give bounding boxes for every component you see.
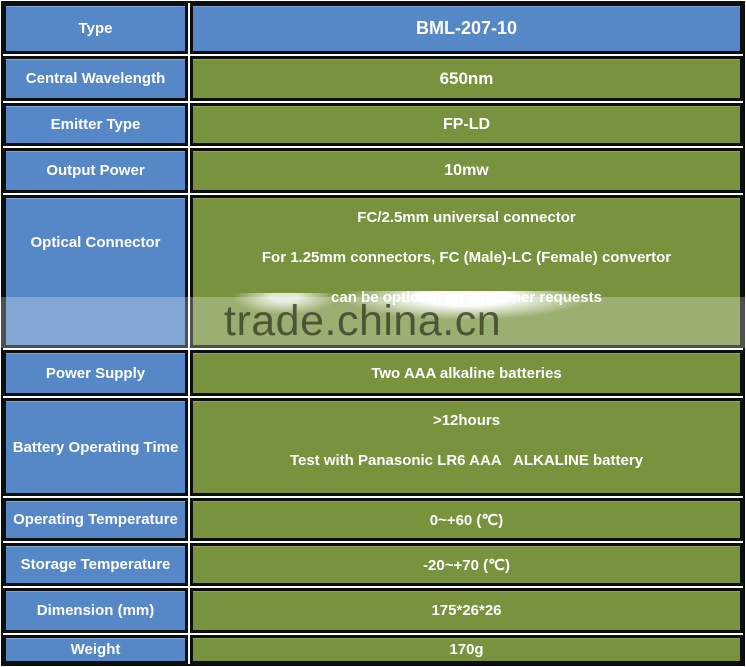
spec-label: Storage Temperature [3,543,188,586]
spec-value-line: For 1.25mm connectors, FC (Male)-LC (Fem… [261,249,672,266]
spec-value-line: >12hours [432,412,501,429]
spec-label: Optical Connector [3,195,188,348]
spec-label: Emitter Type [3,103,188,146]
spec-label: Power Supply [3,350,188,396]
spec-label: Weight [3,635,188,664]
spec-row-operating-temperature: Operating Temperature 0~+60 (℃) [3,498,743,541]
spec-label: Central Wavelength [3,56,188,101]
spec-value: Two AAA alkaline batteries [190,350,743,396]
spec-row-output-power: Output Power 10mw [3,148,743,193]
spec-label: Output Power [3,148,188,193]
spec-value: -20~+70 (℃) [190,543,743,586]
spec-value: FP-LD [190,103,743,146]
spec-value: 650nm [190,56,743,101]
spec-value: 10mw [190,148,743,193]
spec-value-line: 170g [449,641,484,658]
spec-value-line: 10mw [444,161,489,179]
spec-value-line: Test with Panasonic LR6 AAA ALKALINE bat… [289,452,644,469]
spec-value-line: can be optional on customer requests [331,289,602,306]
spec-row-power-supply: Power Supply Two AAA alkaline batteries [3,350,743,396]
spec-row-storage-temperature: Storage Temperature -20~+70 (℃) [3,543,743,586]
spec-value: 0~+60 (℃) [190,498,743,541]
spec-row-emitter-type: Emitter Type FP-LD [3,103,743,146]
spec-value: >12hours Test with Panasonic LR6 AAA ALK… [190,398,743,496]
spec-label: Battery Operating Time [3,398,188,496]
spec-row-central-wavelength: Central Wavelength 650nm [3,56,743,101]
spec-value-line: BML-207-10 [415,18,518,38]
spec-value-line: -20~+70 (℃) [423,556,510,574]
spec-label: Dimension (mm) [3,588,188,633]
spec-value-line: FP-LD [442,115,491,133]
spec-label: Type [3,3,188,54]
spec-row-weight: Weight 170g [3,635,743,664]
spec-value-line: FC/2.5mm universal connector [357,209,576,226]
spec-value-line: 0~+60 (℃) [429,511,504,529]
spec-value-line: Two AAA alkaline batteries [371,364,562,382]
spec-row-battery-operating-time: Battery Operating Time >12hours Test wit… [3,398,743,496]
spec-value: 170g [190,635,743,664]
spec-value: 175*26*26 [190,588,743,633]
spec-value: BML-207-10 [190,3,743,54]
spec-label: Operating Temperature [3,498,188,541]
spec-row-optical-connector: Optical Connector FC/2.5mm universal con… [3,195,743,348]
spec-value-line: 175*26*26 [431,602,502,619]
spec-value-line: 650nm [439,68,494,88]
spec-row-type: Type BML-207-10 [3,3,743,54]
spec-value: FC/2.5mm universal connector For 1.25mm … [190,195,743,348]
spec-row-dimension: Dimension (mm) 175*26*26 [3,588,743,633]
